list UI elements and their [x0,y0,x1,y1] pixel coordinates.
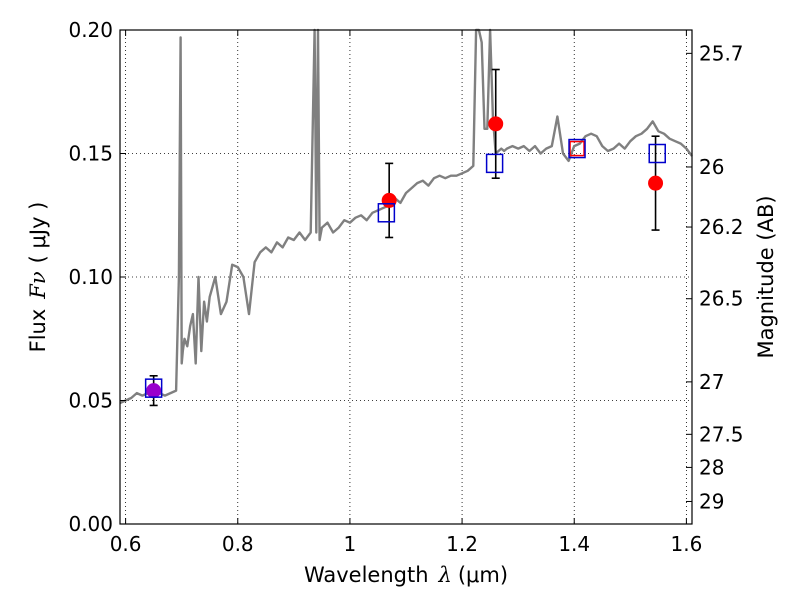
model-photometry-point [485,153,504,174]
axis-ticks [120,29,692,525]
model-photometry-point [648,143,666,164]
y2-tick-label: 25.7 [699,41,744,65]
y-axis-label-prefix: Flux [26,309,50,353]
y2-tick-label: 29 [699,489,724,513]
y-tick-labels: 0.00 0.05 0.10 0.15 0.20 [68,18,113,536]
y2-tick-label: 26 [699,155,724,179]
grid-lines [120,30,692,524]
observed-point [146,383,162,399]
observed-point [569,140,585,157]
y2-tick-labels: 25.7 26 26.2 26.5 27 27.5 28 29 [699,41,744,513]
x-axis-unit: (μm) [458,563,508,587]
x-axis-label: Wavelength λ (μm) [304,563,508,587]
x-tick-label: 1.6 [670,532,702,556]
y2-axis-label: Magnitude (AB) [754,195,778,358]
model-photometry-layer [144,138,666,398]
y2-tick-label: 26.2 [699,215,744,239]
y2-tick-label: 27 [699,370,724,394]
y-tick-label: 0.05 [68,389,113,413]
y-tick-label: 0.20 [68,18,113,42]
y-axis-unit: ( μJy ) [26,202,50,264]
model-photometry-point [377,203,396,223]
y2-tick-label: 27.5 [699,422,744,446]
x-tick-label: 0.8 [222,532,254,556]
observed-point [488,116,504,132]
y-axis-label: Flux Fν ( μJy ) [26,202,50,353]
y-tick-label: 0.15 [68,142,113,166]
y-tick-label: 0.00 [68,512,113,536]
model-photometry-point [144,378,163,398]
x-axis-symbol: λ [438,563,452,587]
y2-tick-label: 26.5 [699,287,744,311]
observed-point [648,175,664,191]
x-axis-label-prefix: Wavelength [304,563,429,587]
x-tick-labels: 0.6 0.8 1 1.2 1.4 1.6 [110,532,703,556]
x-tick-label: 0.6 [110,532,142,556]
model-photometry-point [568,138,586,159]
y2-tick-label: 28 [699,455,724,479]
observed-points-layer [146,116,664,399]
y-axis-symbol: Fν [26,271,50,300]
y-tick-label: 0.10 [68,265,113,289]
x-tick-label: 1.2 [446,532,478,556]
x-tick-label: 1 [344,532,357,556]
plot-background [120,30,692,524]
x-tick-label: 1.4 [558,532,590,556]
